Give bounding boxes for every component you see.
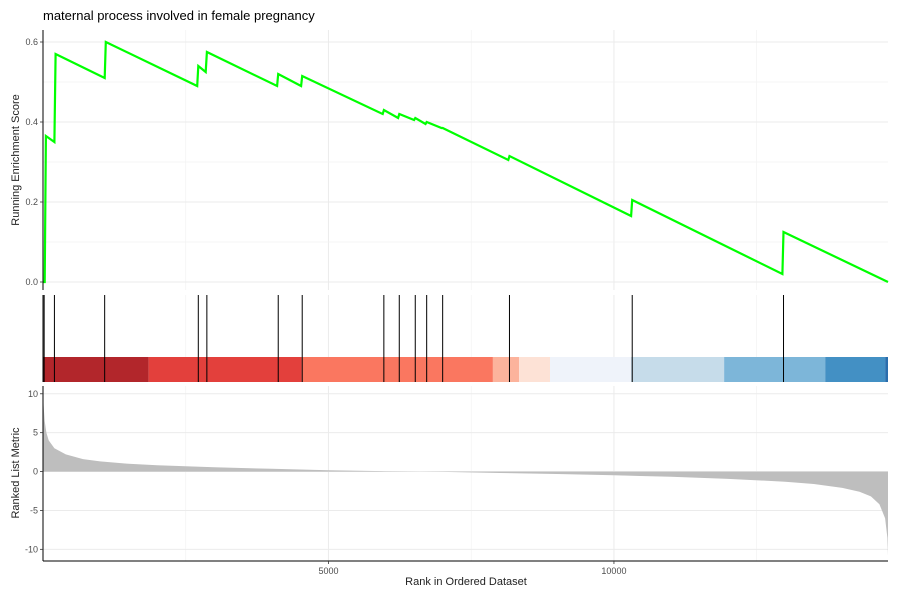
y-tick-label: 0 (33, 467, 38, 477)
y-tick-label: 5 (33, 428, 38, 438)
rank-band (550, 357, 632, 382)
y-tick-label: -5 (30, 505, 38, 515)
x-axis-ticks: 5000 10000 (318, 561, 626, 576)
y-tick-label: 0.2 (25, 197, 38, 207)
rank-band (43, 357, 149, 382)
y-axis-label-ranked-metric: Ranked List Metric (10, 427, 22, 519)
x-tick-label: 10000 (601, 566, 626, 576)
rank-band (301, 357, 493, 382)
y-tick-label: 0.6 (25, 37, 38, 47)
top-panel-gridlines (43, 30, 888, 290)
y-tick-label: 0.4 (25, 117, 38, 127)
x-tick-label: 5000 (318, 566, 338, 576)
gene-hit-lines (43, 295, 785, 382)
running-score-line (43, 40, 889, 284)
bottom-panel-y-ticks: 10 5 0 -5 -10 (25, 389, 43, 554)
rank-band (825, 357, 886, 382)
chart-title: maternal process involved in female preg… (43, 8, 315, 23)
rank-band (631, 357, 725, 382)
rank-band (492, 357, 520, 382)
rank-band (148, 357, 302, 382)
y-tick-label: 10 (28, 389, 38, 399)
x-axis-label: Rank in Ordered Dataset (405, 576, 527, 588)
rank-band (885, 357, 888, 382)
rank-band (724, 357, 826, 382)
top-panel-y-ticks: 0.0 0.2 0.4 0.6 (25, 37, 43, 287)
ranked-metric-area (43, 389, 888, 556)
rank-band (519, 357, 550, 382)
y-tick-label: 0.0 (25, 277, 38, 287)
bottom-panel-gridlines (43, 386, 888, 561)
rank-color-bands (43, 357, 888, 382)
y-tick-label: -10 (25, 544, 38, 554)
y-axis-label-running-score: Running Enrichment Score (10, 94, 22, 225)
axes (42, 30, 888, 562)
